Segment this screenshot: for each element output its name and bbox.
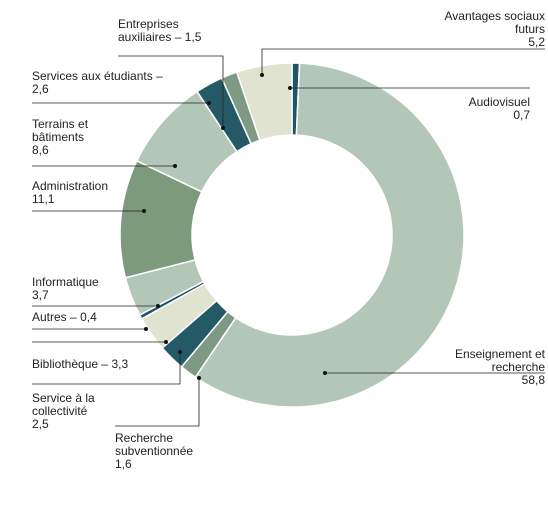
- donut-segment: [194, 62, 465, 408]
- leader-dot: [197, 376, 201, 380]
- value-label: 0,7: [513, 108, 530, 122]
- category-label: Service à la collectivité: [32, 391, 95, 418]
- segment-label: Autres – 0,4: [32, 311, 142, 324]
- label-separator: –: [174, 30, 182, 44]
- segment-label: Audiovisuel 0,7: [440, 96, 530, 122]
- leader-dot: [323, 371, 327, 375]
- category-label: Entreprises auxiliaires: [118, 17, 179, 44]
- segment-label: Services aux étudiants – 2,6: [32, 70, 172, 96]
- segment-label: Administration 11,1: [32, 180, 142, 206]
- segment-label: Recherche subventionnée 1,6: [115, 432, 225, 471]
- category-label: Terrains et bâtiments: [32, 117, 89, 144]
- category-label: Audiovisuel: [468, 95, 530, 109]
- leader-dot: [221, 126, 225, 130]
- value-label: 3,3: [111, 357, 129, 371]
- category-label: Recherche subventionnée: [115, 431, 194, 458]
- category-label: Services aux étudiants: [32, 69, 153, 83]
- value-label: 2,6: [32, 82, 49, 96]
- value-label: 2,5: [32, 417, 49, 431]
- category-label: Administration: [32, 179, 109, 193]
- value-label: 1,5: [184, 30, 202, 44]
- value-label: 5,2: [528, 35, 545, 49]
- leader-dot: [164, 340, 168, 344]
- value-label: 0,4: [80, 310, 97, 324]
- leader-dot: [288, 86, 292, 90]
- leader-line: [261, 48, 545, 75]
- leader-line: [32, 352, 181, 385]
- leader-dot: [142, 209, 146, 213]
- label-separator: –: [70, 310, 77, 324]
- leader-dot: [178, 350, 182, 354]
- segment-label: Bibliothèque – 3,3: [32, 358, 182, 371]
- segment-label: Informatique 3,7: [32, 276, 142, 302]
- category-label: Informatique: [32, 275, 99, 289]
- leader-dot: [207, 101, 211, 105]
- donut-segment: [235, 62, 293, 142]
- category-label: Avantages sociaux futurs: [444, 9, 545, 36]
- leader-dot: [173, 164, 177, 168]
- segment-label: Service à la collectivité 2,5: [32, 392, 122, 431]
- leader-dot: [156, 304, 160, 308]
- category-label: Enseignement et recherche: [454, 347, 545, 374]
- segment-label: Enseignement et recherche 58,8: [420, 348, 545, 387]
- value-label: 11,1: [32, 192, 55, 206]
- value-label: 58,8: [521, 373, 545, 387]
- category-label: Bibliothèque: [32, 357, 99, 371]
- segment-label: Avantages sociaux futurs 5,2: [440, 10, 545, 49]
- segment-label: Terrains et bâtiments 8,6: [32, 118, 122, 157]
- label-separator: –: [156, 69, 163, 83]
- value-label: 1,6: [115, 457, 132, 471]
- leader-line: [115, 378, 200, 427]
- value-label: 3,7: [32, 288, 49, 302]
- leader-line: [118, 55, 224, 128]
- value-label: 8,6: [32, 143, 49, 157]
- label-separator: –: [101, 357, 109, 371]
- leader-dot: [260, 73, 264, 77]
- category-label: Autres: [32, 310, 67, 324]
- leader-dot: [144, 327, 148, 331]
- segment-label: Entreprises auxiliaires – 1,5: [118, 18, 228, 44]
